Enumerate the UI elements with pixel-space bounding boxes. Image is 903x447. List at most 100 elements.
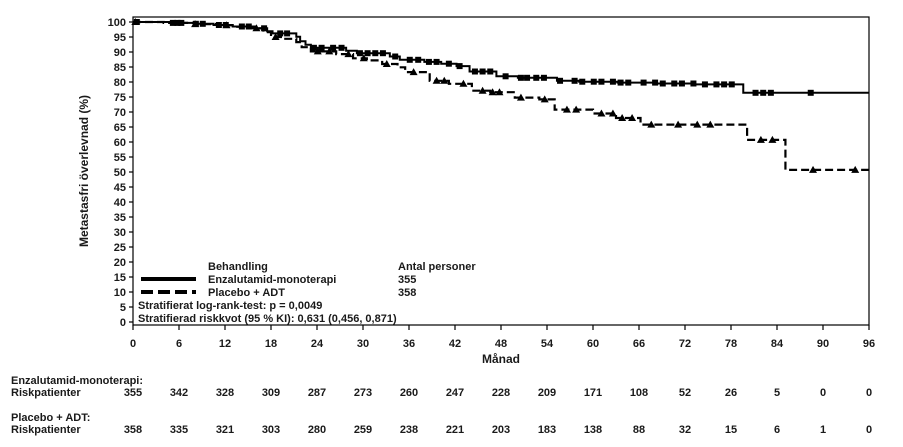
risk-count: 32: [679, 424, 691, 436]
censor-triangle-mark: [597, 109, 606, 117]
x-tick-label: 96: [863, 338, 875, 350]
censor-square-mark: [659, 80, 666, 87]
risk-count: 1: [820, 424, 826, 436]
censor-square-mark: [364, 50, 371, 57]
censor-square-mark: [318, 44, 325, 51]
risk-count: 0: [820, 387, 826, 399]
censor-square-mark: [760, 89, 767, 96]
x-tick-label: 18: [265, 338, 277, 350]
censor-square-mark: [807, 89, 814, 96]
risk-group-label-placebo: Placebo + ADT:: [11, 412, 90, 424]
y-tick-label: 100: [108, 17, 126, 29]
risk-count: 247: [446, 387, 464, 399]
risk-count: 273: [354, 387, 372, 399]
censor-triangle-mark: [478, 86, 487, 94]
censor-triangle-mark: [628, 114, 637, 121]
y-tick-label: 20: [114, 257, 126, 269]
risk-count: 221: [446, 424, 464, 436]
censor-square-mark: [557, 77, 564, 84]
censor-square-mark: [517, 74, 524, 81]
risk-count: 0: [866, 424, 872, 436]
censor-triangle-mark: [459, 79, 468, 87]
risk-count: 342: [170, 387, 188, 399]
series-line-placebo: [133, 20, 869, 171]
risk-count: 321: [216, 424, 234, 436]
censor-square-mark: [690, 80, 697, 87]
x-tick-label: 0: [130, 338, 136, 350]
censor-square-mark: [701, 81, 708, 88]
risk-count: 287: [308, 387, 326, 399]
censor-triangle-mark: [647, 120, 656, 128]
x-tick-label: 78: [725, 338, 737, 350]
risk-count: 280: [308, 424, 326, 436]
censor-triangle-mark: [562, 105, 571, 113]
censor-square-mark: [678, 80, 685, 87]
censor-square-mark: [598, 78, 605, 85]
y-tick-label: 45: [114, 182, 126, 194]
x-tick-label: 24: [311, 338, 324, 350]
censor-square-mark: [571, 77, 578, 84]
risk-count: 108: [630, 387, 648, 399]
risk-count: 88: [633, 424, 645, 436]
x-tick-label: 60: [587, 338, 599, 350]
censor-triangle-mark: [618, 114, 627, 121]
censor-square-mark: [284, 30, 291, 37]
censor-triangle-mark: [252, 24, 261, 32]
x-tick-label: 54: [541, 338, 554, 350]
censor-triangle-mark: [851, 165, 860, 173]
risk-count: 355: [124, 387, 142, 399]
risk-count: 5: [774, 387, 780, 399]
censor-square-mark: [767, 89, 774, 96]
risk-group-sublabel-placebo: Riskpatienter: [11, 424, 81, 436]
censor-square-mark: [540, 74, 547, 81]
legend-count-enzalutamid: 355: [398, 274, 416, 286]
risk-count: 6: [774, 424, 780, 436]
censor-square-mark: [533, 74, 540, 81]
censor-triangle-mark: [540, 95, 549, 103]
censor-square-mark: [721, 81, 728, 88]
censor-triangle-mark: [608, 109, 617, 117]
censor-triangle-mark: [131, 18, 140, 25]
risk-count: 183: [538, 424, 556, 436]
y-tick-label: 10: [114, 287, 126, 299]
censor-square-mark: [372, 50, 379, 57]
censor-triangle-mark: [191, 20, 200, 28]
risk-count: 52: [679, 387, 691, 399]
legend-label-placebo: Placebo + ADT: [208, 287, 285, 299]
risk-count: 303: [262, 424, 280, 436]
risk-count: 260: [400, 387, 418, 399]
censor-triangle-mark: [409, 68, 418, 76]
risk-count: 259: [354, 424, 372, 436]
y-tick-label: 30: [114, 227, 126, 239]
censor-square-mark: [406, 56, 413, 63]
risk-count: 203: [492, 424, 510, 436]
censor-square-mark: [379, 50, 386, 57]
censor-triangle-mark: [382, 60, 391, 67]
censor-square-mark: [524, 74, 531, 81]
risk-count: 171: [584, 387, 602, 399]
censor-square-mark: [652, 79, 659, 86]
censor-square-mark: [625, 79, 632, 86]
risk-group-label-enzalutamid: Enzalutamid-monoterapi:: [11, 375, 143, 387]
censor-square-mark: [433, 58, 440, 65]
censor-square-mark: [456, 63, 463, 70]
censor-triangle-mark: [572, 105, 581, 113]
censor-triangle-mark: [706, 120, 715, 128]
y-tick-label: 85: [114, 62, 126, 74]
censor-triangle-mark: [768, 135, 777, 143]
y-tick-label: 35: [114, 212, 126, 224]
censor-square-mark: [471, 68, 478, 75]
legend-count-placebo: 358: [398, 287, 416, 299]
risk-count: 0: [866, 387, 872, 399]
y-tick-label: 55: [114, 152, 126, 164]
censor-square-mark: [579, 78, 586, 85]
censor-square-mark: [590, 78, 597, 85]
x-tick-label: 42: [449, 338, 461, 350]
risk-count: 228: [492, 387, 510, 399]
censor-square-mark: [277, 30, 284, 37]
risk-count: 15: [725, 424, 737, 436]
censor-square-mark: [640, 79, 647, 86]
censor-triangle-mark: [488, 88, 497, 96]
censor-triangle-mark: [809, 165, 818, 173]
